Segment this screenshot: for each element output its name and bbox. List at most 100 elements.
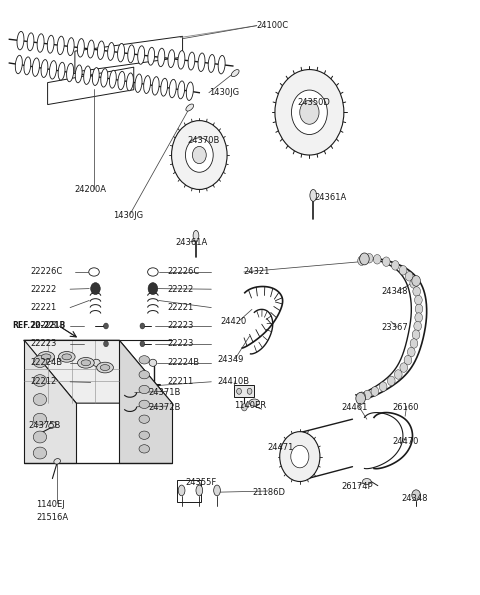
- Polygon shape: [24, 340, 172, 403]
- Ellipse shape: [48, 35, 54, 53]
- Ellipse shape: [33, 447, 47, 459]
- Ellipse shape: [67, 63, 73, 82]
- Ellipse shape: [24, 57, 31, 75]
- Ellipse shape: [135, 74, 142, 92]
- Text: 24420: 24420: [220, 317, 246, 325]
- Ellipse shape: [101, 68, 108, 87]
- Circle shape: [383, 257, 390, 267]
- Ellipse shape: [208, 55, 215, 73]
- Circle shape: [371, 387, 379, 396]
- Ellipse shape: [33, 414, 47, 425]
- Text: 24355F: 24355F: [185, 478, 216, 487]
- Ellipse shape: [77, 39, 84, 57]
- Ellipse shape: [100, 365, 110, 371]
- Circle shape: [412, 490, 420, 500]
- Ellipse shape: [93, 359, 100, 367]
- Ellipse shape: [362, 478, 371, 484]
- Ellipse shape: [139, 386, 150, 394]
- Ellipse shape: [87, 40, 94, 58]
- Text: 24370B: 24370B: [187, 136, 220, 145]
- Text: 1140EJ: 1140EJ: [36, 500, 65, 509]
- Ellipse shape: [127, 73, 133, 91]
- Text: 21186D: 21186D: [252, 488, 285, 497]
- Circle shape: [413, 287, 420, 296]
- Circle shape: [148, 283, 157, 295]
- Ellipse shape: [138, 46, 144, 64]
- Ellipse shape: [196, 485, 203, 496]
- Ellipse shape: [178, 81, 185, 99]
- Circle shape: [356, 393, 365, 405]
- Text: 24372B: 24372B: [148, 403, 180, 412]
- Text: 24321: 24321: [244, 268, 270, 277]
- Text: 26160: 26160: [392, 403, 419, 412]
- Circle shape: [275, 70, 344, 155]
- Ellipse shape: [188, 52, 195, 70]
- Text: 24371B: 24371B: [148, 388, 180, 397]
- Polygon shape: [120, 340, 172, 462]
- Circle shape: [415, 304, 423, 314]
- Ellipse shape: [37, 34, 44, 52]
- Ellipse shape: [75, 65, 82, 83]
- Circle shape: [364, 390, 371, 400]
- Text: 22223: 22223: [167, 339, 193, 348]
- Ellipse shape: [89, 268, 99, 276]
- Ellipse shape: [59, 352, 75, 362]
- Ellipse shape: [58, 62, 65, 80]
- Text: 21516A: 21516A: [36, 513, 69, 522]
- Circle shape: [171, 121, 227, 189]
- Circle shape: [373, 255, 381, 264]
- Ellipse shape: [148, 47, 155, 65]
- Ellipse shape: [139, 400, 150, 409]
- Text: 22226C: 22226C: [30, 268, 62, 277]
- Circle shape: [406, 271, 413, 281]
- Circle shape: [104, 323, 108, 329]
- Circle shape: [392, 261, 399, 270]
- Ellipse shape: [48, 422, 56, 428]
- Circle shape: [140, 323, 145, 329]
- Text: 22224B: 22224B: [167, 358, 199, 367]
- Ellipse shape: [118, 43, 124, 62]
- Ellipse shape: [92, 68, 99, 86]
- Circle shape: [379, 382, 387, 392]
- Circle shape: [247, 389, 252, 394]
- Ellipse shape: [139, 444, 150, 453]
- Ellipse shape: [27, 33, 34, 51]
- Text: 22223: 22223: [30, 339, 57, 348]
- Ellipse shape: [109, 70, 116, 88]
- Text: 1430JG: 1430JG: [113, 211, 144, 220]
- Text: 23367: 23367: [381, 322, 408, 331]
- Ellipse shape: [310, 189, 317, 201]
- Ellipse shape: [178, 51, 185, 69]
- Ellipse shape: [144, 76, 150, 93]
- Ellipse shape: [62, 354, 72, 360]
- Ellipse shape: [214, 485, 220, 496]
- Text: 22221: 22221: [167, 303, 193, 312]
- Circle shape: [410, 278, 418, 288]
- Text: 24361A: 24361A: [175, 238, 208, 247]
- Ellipse shape: [38, 352, 55, 362]
- Text: 24349: 24349: [217, 355, 243, 364]
- Text: 24348: 24348: [402, 494, 428, 503]
- Ellipse shape: [139, 371, 150, 379]
- Ellipse shape: [198, 53, 205, 71]
- Circle shape: [237, 389, 241, 394]
- Text: 22221: 22221: [30, 303, 57, 312]
- Circle shape: [241, 404, 247, 411]
- Text: 24350D: 24350D: [298, 98, 330, 107]
- Circle shape: [415, 295, 422, 305]
- Circle shape: [358, 256, 365, 265]
- Text: 24100C: 24100C: [257, 21, 289, 30]
- Text: 22224B: 22224B: [30, 358, 62, 367]
- Ellipse shape: [128, 45, 134, 63]
- Ellipse shape: [178, 485, 185, 496]
- Text: 24470: 24470: [392, 437, 419, 446]
- Circle shape: [91, 283, 100, 295]
- Circle shape: [404, 355, 412, 365]
- Text: 22222: 22222: [167, 284, 193, 294]
- Ellipse shape: [139, 415, 150, 424]
- Ellipse shape: [139, 356, 150, 364]
- Circle shape: [415, 313, 422, 322]
- Text: 22223: 22223: [30, 321, 57, 330]
- Ellipse shape: [77, 358, 94, 368]
- Ellipse shape: [108, 42, 114, 60]
